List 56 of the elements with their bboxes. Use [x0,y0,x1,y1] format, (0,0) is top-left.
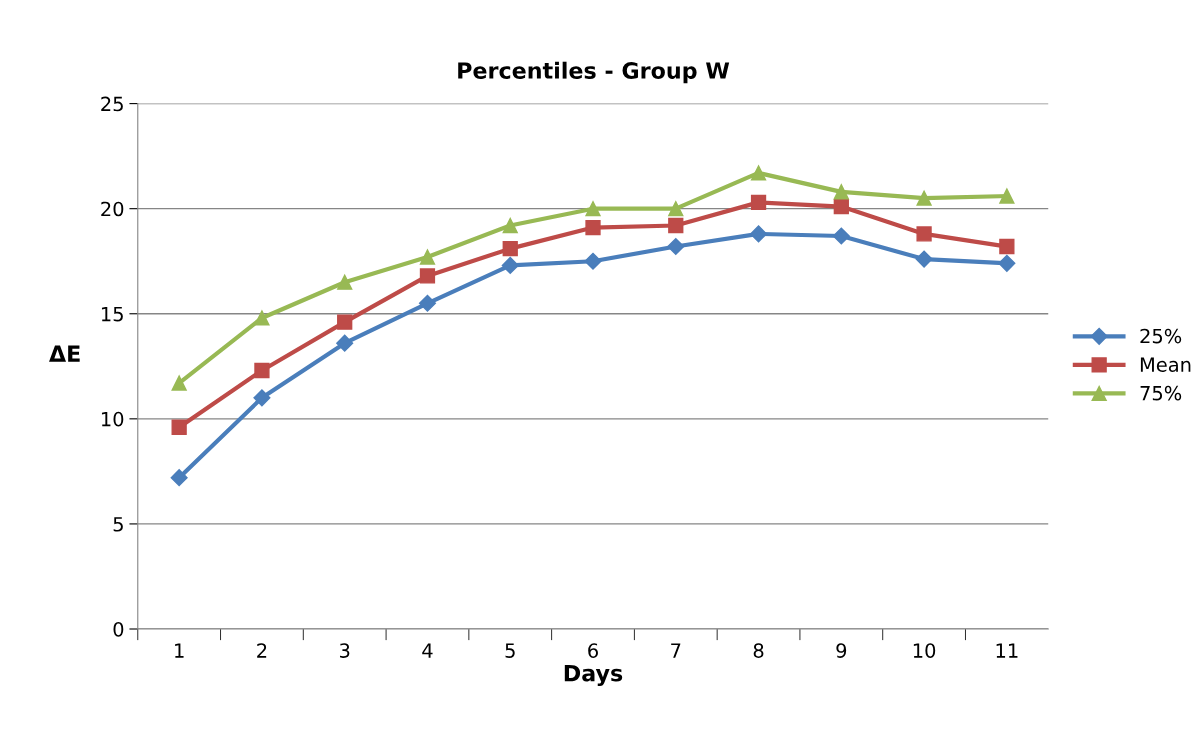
x-tick-label: 8 [753,643,764,658]
x-tick-label: 9 [836,643,847,658]
legend-label: 25% [1140,328,1182,344]
point [502,217,518,234]
point [749,225,768,243]
x-tick-label: 1 [175,643,184,658]
point [916,226,932,242]
point [833,184,849,200]
y-tick-label: 5 [113,517,123,532]
point [419,268,436,284]
point [667,237,685,256]
point [668,217,684,234]
x-tick-label: 5 [505,643,515,658]
point [502,240,518,257]
point [585,219,601,236]
point [337,314,353,330]
point [999,238,1015,255]
point [336,334,354,352]
x-tick-label: 6 [588,643,598,658]
point [171,375,187,391]
point [254,362,270,379]
y-tick-label: 0 [113,621,124,637]
chart-title: Percentiles - Group W [458,61,730,84]
point [337,274,353,290]
point [419,249,436,265]
point [750,194,767,211]
y-axis-title: ΔE [49,345,80,362]
point [999,188,1015,204]
point [915,250,933,268]
x-axis-title: Days [564,665,623,686]
y-tick-label: 20 [101,201,124,217]
point [418,294,437,312]
x-tick-label: 10 [913,643,936,658]
point [750,165,767,181]
point [998,254,1016,272]
x-tick-label: 2 [257,643,267,658]
point [171,419,187,435]
point [832,227,850,245]
point [584,252,602,270]
x-tick-label: 3 [339,643,350,658]
point [833,198,849,215]
x-tick-label: 7 [671,643,681,658]
point [254,310,270,326]
y-tick-label: 15 [101,306,123,322]
x-tick-label: 4 [422,643,433,658]
point [253,389,271,407]
legend-label: Mean [1140,357,1191,372]
point [170,469,188,487]
point [916,190,932,206]
point [585,201,601,217]
y-tick-label: 25 [101,96,123,112]
x-tick-label: 11 [996,643,1018,658]
point [668,201,684,217]
point [501,256,519,274]
legend-label: 75% [1140,385,1182,401]
y-tick-label: 10 [101,411,124,427]
